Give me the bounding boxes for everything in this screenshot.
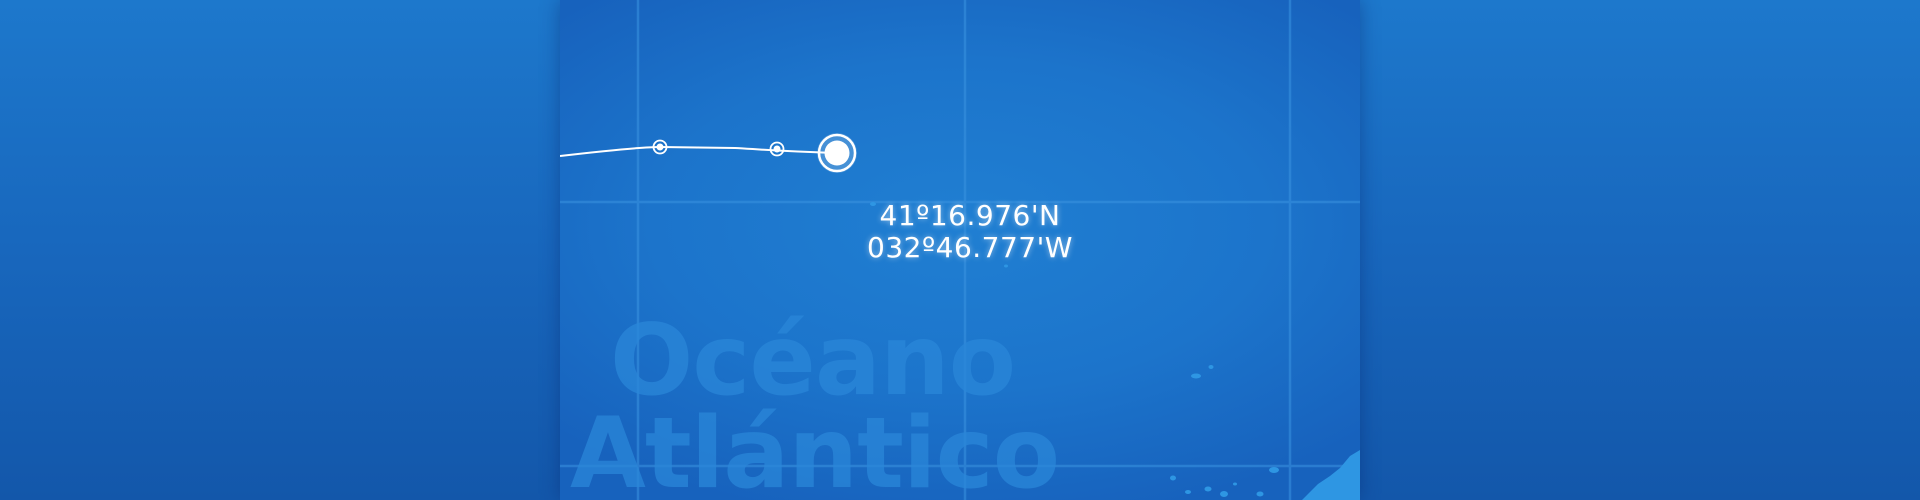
islands [870, 202, 1279, 497]
latitude-text: 41º16.976'N [879, 199, 1061, 232]
island [870, 202, 876, 206]
waypoint-icon [769, 141, 785, 157]
ocean-label-line1: Océano [610, 304, 1016, 418]
coordinate-readout: 41º16.976'N 032º46.777'W [830, 200, 1110, 264]
route-track [560, 133, 857, 173]
ocean-label-line2: Atlántico [570, 397, 1060, 500]
coastline [1302, 450, 1360, 500]
longitude-text: 032º46.777'W [867, 231, 1073, 264]
map-panel: Océano Atlántico 41º16.976'N 032º46.777'… [560, 0, 1360, 500]
waypoint-icon [652, 139, 668, 155]
island [1233, 482, 1237, 486]
island [1269, 467, 1279, 473]
island [1204, 486, 1212, 492]
island [1256, 491, 1264, 497]
island [1004, 264, 1008, 268]
island [1191, 373, 1201, 379]
island [1220, 491, 1228, 497]
island [1208, 365, 1214, 369]
map-graticule [560, 0, 1360, 500]
route-line [560, 145, 836, 157]
island [1185, 490, 1191, 494]
current-position-icon [817, 133, 857, 173]
island [1170, 475, 1176, 481]
